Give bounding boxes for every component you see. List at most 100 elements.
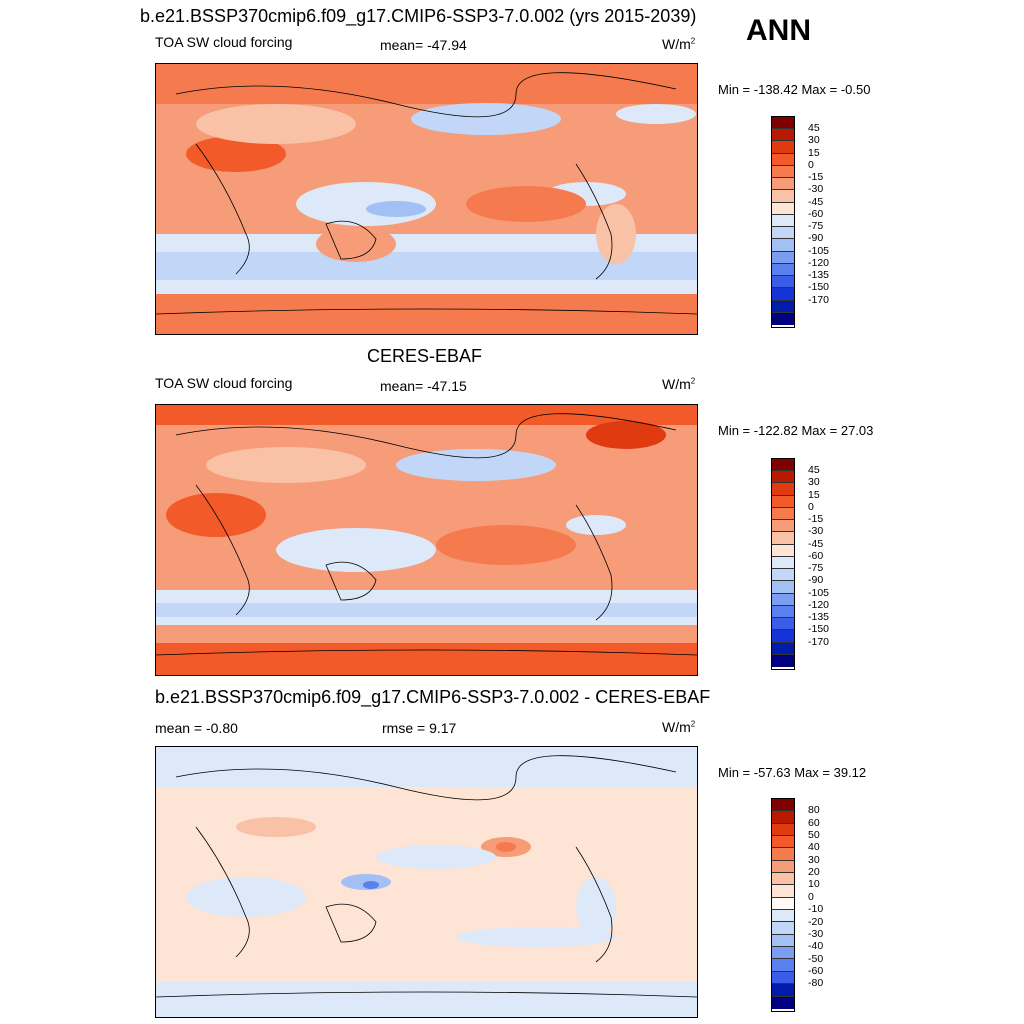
colorbar-swatch <box>772 471 794 484</box>
colorbar-swatch <box>772 459 794 472</box>
colorbar-tick-label: -75 <box>808 220 824 233</box>
panel-3-minmax: Min = -57.63 Max = 39.12 <box>718 765 867 780</box>
colorbar-tick-label: -30 <box>808 525 824 538</box>
panel-3-map <box>155 746 698 1018</box>
colorbar-tick-label: 0 <box>808 890 814 903</box>
colorbar-swatch <box>772 544 794 557</box>
panel-2-colorbar <box>771 458 795 670</box>
colorbar-tick-label: -80 <box>808 977 824 990</box>
colorbar-swatch <box>772 873 794 886</box>
colorbar-tick-label: -30 <box>808 183 824 196</box>
panel-1-map <box>155 63 698 335</box>
colorbar-tick-label: 45 <box>808 464 820 477</box>
colorbar-tick-label: -170 <box>808 635 830 648</box>
colorbar-swatch <box>772 947 794 960</box>
colorbar-swatch <box>772 178 794 191</box>
colorbar-tick-label: -45 <box>808 537 824 550</box>
colorbar-tick-label: -15 <box>808 513 824 526</box>
colorbar-swatch <box>772 799 794 812</box>
colorbar-tick-label: 60 <box>808 816 820 829</box>
colorbar-swatch <box>772 520 794 533</box>
colorbar-swatch <box>772 569 794 582</box>
colorbar-swatch <box>772 276 794 289</box>
colorbar-tick-label: -150 <box>808 281 830 294</box>
colorbar-swatch <box>772 532 794 545</box>
colorbar-tick-label: 80 <box>808 804 820 817</box>
colorbar-swatch <box>772 959 794 972</box>
colorbar-tick-label: -170 <box>808 293 830 306</box>
colorbar-swatch <box>772 971 794 985</box>
colorbar-tick-label: 15 <box>808 146 820 159</box>
panel-3-units: W/m2 <box>662 719 696 735</box>
colorbar-tick-label: -45 <box>808 195 824 208</box>
colorbar-swatch <box>772 202 794 215</box>
colorbar-tick-label: -10 <box>808 903 824 916</box>
panel-3-mean-label: mean = -0.80 <box>155 720 238 736</box>
colorbar-tick-label: -120 <box>808 256 830 269</box>
colorbar-swatch <box>772 860 794 874</box>
panel-3-rmse-label: rmse = 9.17 <box>382 720 457 736</box>
colorbar-swatch <box>772 556 794 570</box>
colorbar-swatch <box>772 483 794 496</box>
season-label: ANN <box>746 14 811 47</box>
colorbar-swatch <box>772 605 794 619</box>
colorbar-swatch <box>772 495 794 508</box>
panel-3-title: b.e21.BSSP370cmip6.f09_g17.CMIP6-SSP3-7.… <box>155 687 711 707</box>
colorbar-tick-label: -20 <box>808 915 824 928</box>
colorbar-swatch <box>772 885 794 898</box>
colorbar-swatch <box>772 897 794 911</box>
colorbar-tick-label: 20 <box>808 866 820 879</box>
colorbar-swatch <box>772 910 794 923</box>
colorbar-swatch <box>772 593 794 606</box>
colorbar-swatch <box>772 263 794 277</box>
colorbar-tick-label: -60 <box>808 964 824 977</box>
colorbar-tick-label: -105 <box>808 244 830 257</box>
colorbar-swatch <box>772 934 794 948</box>
panel-2-mean-label: mean= -47.15 <box>380 378 467 394</box>
colorbar-swatch <box>772 507 794 521</box>
panel-2-map <box>155 404 698 676</box>
colorbar-tick-label: 0 <box>808 158 814 171</box>
colorbar-swatch <box>772 618 794 631</box>
colorbar-swatch <box>772 214 794 228</box>
panel-3-colorbar <box>771 798 795 1012</box>
colorbar-swatch <box>772 922 794 935</box>
colorbar-swatch <box>772 996 794 1009</box>
colorbar-tick-label: -30 <box>808 927 824 940</box>
panel-1-units: W/m2 <box>662 36 696 52</box>
colorbar-swatch <box>772 129 794 142</box>
colorbar-tick-label: -40 <box>808 940 824 953</box>
colorbar-tick-label: -60 <box>808 207 824 220</box>
colorbar-swatch <box>772 312 794 325</box>
colorbar-swatch <box>772 227 794 240</box>
colorbar-tick-label: -105 <box>808 586 830 599</box>
colorbar-swatch <box>772 239 794 252</box>
colorbar-swatch <box>772 811 794 824</box>
colorbar-tick-label: 30 <box>808 476 820 489</box>
panel-2-variable-label: TOA SW cloud forcing <box>155 375 293 391</box>
colorbar-swatch <box>772 836 794 849</box>
colorbar-swatch <box>772 654 794 667</box>
colorbar-tick-label: 15 <box>808 488 820 501</box>
panel-1-title: b.e21.BSSP370cmip6.f09_g17.CMIP6-SSP3-7.… <box>140 6 697 26</box>
colorbar-tick-label: 0 <box>808 500 814 513</box>
colorbar-tick-label: -90 <box>808 574 824 587</box>
colorbar-tick-label: 50 <box>808 829 820 842</box>
panel-2-units: W/m2 <box>662 376 696 392</box>
colorbar-tick-label: -135 <box>808 269 830 282</box>
colorbar-swatch <box>772 300 794 313</box>
panel-1-minmax: Min = -138.42 Max = -0.50 <box>718 82 871 97</box>
colorbar-swatch <box>772 823 794 837</box>
colorbar-swatch <box>772 190 794 203</box>
colorbar-swatch <box>772 642 794 655</box>
panel-2-title: CERES-EBAF <box>367 346 483 366</box>
colorbar-swatch <box>772 984 794 997</box>
colorbar-tick-label: -150 <box>808 623 830 636</box>
colorbar-tick-label: 30 <box>808 853 820 866</box>
colorbar-tick-label: -75 <box>808 562 824 575</box>
colorbar-tick-label: -50 <box>808 952 824 965</box>
colorbar-tick-label: 30 <box>808 134 820 147</box>
panel-1-mean-label: mean= -47.94 <box>380 37 467 53</box>
colorbar-swatch <box>772 117 794 130</box>
colorbar-swatch <box>772 848 794 861</box>
